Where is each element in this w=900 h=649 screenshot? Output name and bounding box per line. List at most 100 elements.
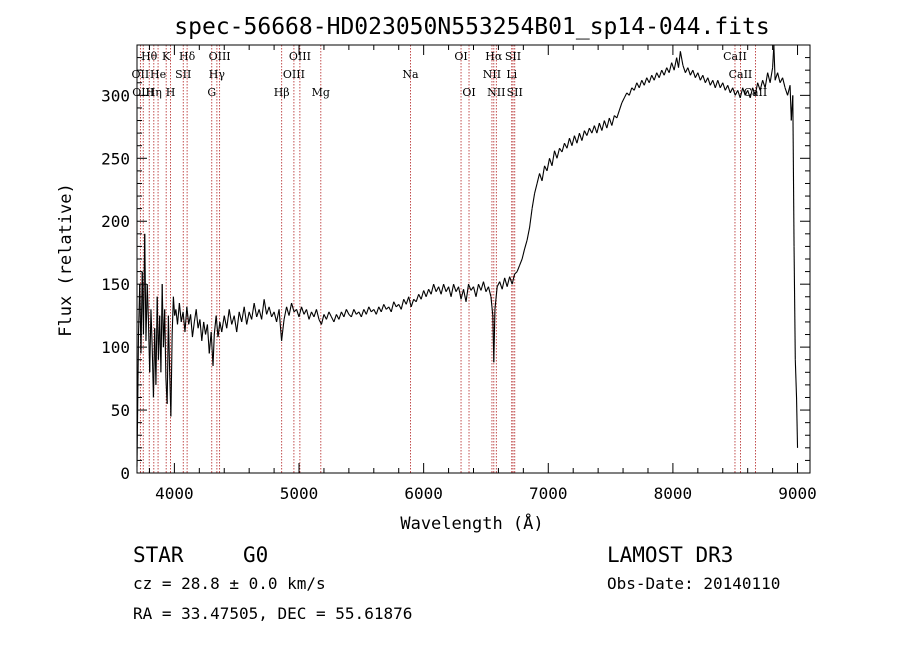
spectrum-segment-224: [636, 82, 640, 89]
spectrum-segment-186: [541, 165, 546, 182]
spectrum-segment-258: [719, 82, 724, 89]
spectrum-segment-194: [561, 143, 566, 153]
line-marker-label-13: OIII: [283, 68, 305, 81]
spectrum-segment-275: [762, 80, 766, 88]
spectrum-segment-196: [566, 138, 570, 149]
spectrum-segment-251: [702, 75, 706, 83]
spectrum-segment-32: [176, 303, 180, 325]
spectrum-segment-235: [663, 67, 668, 76]
spectrum-segment-147: [448, 286, 452, 297]
spectrum-segment-289: [792, 95, 795, 247]
spectrum-segment-76: [271, 311, 275, 318]
spectrum-segment-28: [171, 296, 174, 335]
spectrum-segment-141: [433, 284, 437, 292]
spectrum-segment-98: [325, 311, 330, 320]
spectrum-segment-60: [231, 315, 235, 325]
spectrum-segment-87: [298, 306, 303, 318]
spectrum-segment-46: [203, 321, 207, 335]
spectrum-segment-131: [408, 296, 412, 307]
spectrum-segment-55: [219, 321, 223, 333]
spectrum-segment-221: [628, 87, 633, 96]
spectrum-segment-182: [531, 193, 536, 209]
spectrum-segment-264: [734, 90, 739, 96]
spectrum-segment-142: [435, 286, 440, 292]
object-class: STAR: [133, 543, 184, 567]
spectrum-segment-174: [511, 273, 516, 285]
spectrum-segment-86: [296, 309, 300, 318]
spectrum-segment-214: [611, 115, 615, 126]
spectrum-segment-160: [480, 281, 484, 291]
spectrum-segment-230: [651, 74, 655, 81]
spectrum-segment-192: [556, 148, 561, 159]
spectrum-segment-161: [482, 281, 487, 292]
spectrum-segment-201: [578, 132, 583, 141]
spectrum-segment-223: [633, 82, 638, 91]
spectrum-segment-140: [430, 284, 435, 295]
spectrum-segment-267: [742, 87, 746, 96]
spectrum-segment-51: [212, 334, 215, 367]
spectrum-segment-243: [682, 64, 686, 73]
spectrum-segment-64: [241, 306, 245, 323]
spectrum-segment-188: [546, 158, 551, 171]
spectrum-segment-177: [519, 258, 523, 266]
spectrum-segment-261: [727, 85, 731, 94]
spectrum-segment-179: [524, 239, 528, 250]
spectrum-segment-259: [722, 82, 726, 91]
y-tick-label-4: 200: [101, 212, 130, 231]
y-tick-label-1: 50: [111, 401, 130, 420]
spectrum-segment-187: [544, 165, 548, 172]
spectrum-segment-212: [606, 117, 610, 129]
spectrum-segment-225: [638, 80, 643, 88]
spectrum-segment-219: [623, 92, 628, 99]
spectrum-segment-209: [598, 122, 603, 131]
spectrum-segment-84: [291, 302, 295, 313]
spectrum-segment-208: [596, 122, 600, 134]
x-tick-label-0: 4000: [155, 484, 194, 503]
spectrum-segment-109: [353, 309, 357, 315]
spectrum-segment-249: [697, 72, 701, 81]
spectrum-segment-129: [403, 299, 407, 305]
line-marker-label-5: K: [162, 50, 171, 63]
spectrum-segment-207: [593, 125, 598, 134]
spectrum-segment-72: [261, 299, 265, 320]
spectrum-segment-254: [709, 80, 714, 86]
spectrum-segment-170: [501, 277, 506, 290]
line-marker-label-26: CaII: [729, 68, 753, 81]
spectrum-segment-123: [388, 306, 392, 313]
spectrum-segment-88: [300, 306, 305, 315]
redshift-velocity: cz = 28.8 ± 0.0 km/s: [133, 574, 326, 593]
spectrum-segment-203: [583, 130, 588, 136]
line-marker-label-2: Hθ: [141, 50, 158, 63]
spectrum-segment-101: [333, 314, 337, 323]
spectrum-segment-149: [453, 284, 457, 292]
spectrum-segment-125: [393, 301, 397, 308]
spectrum-segment-229: [648, 75, 653, 83]
spectrum-segment-239: [673, 57, 678, 71]
x-tick-label-1: 5000: [280, 484, 319, 503]
spectrum-segment-248: [694, 72, 699, 78]
spectrum-segment-127: [398, 304, 402, 310]
line-marker-labels: OIIOIIIHθHηHeKHSIIHδGHγOIIIHβOIIIOIIIMgN…: [132, 50, 768, 99]
spectrum-segment-252: [704, 77, 709, 84]
spectrum-segment-162: [485, 286, 489, 292]
spectrum-segment-153: [462, 289, 467, 302]
spectrum-segment-121: [383, 304, 387, 310]
spectrum-segment-245: [687, 67, 691, 76]
spectrum-segment-73: [263, 299, 268, 315]
spectrum-segment-40: [191, 321, 195, 338]
spectrum-segment-96: [320, 314, 325, 325]
spectrum-segment-69: [253, 302, 258, 318]
spectrum-segment-118: [375, 306, 380, 315]
line-marker-label-12: Hβ: [274, 86, 290, 99]
spectrum-segment-283: [779, 77, 784, 84]
spectrum-segment-265: [737, 90, 741, 99]
spectrum-segment-156: [470, 286, 474, 291]
spectrum-segment-205: [588, 127, 593, 134]
x-axis-label: Wavelength (Å): [400, 512, 543, 534]
x-tick-label-2: 6000: [404, 484, 443, 503]
survey-name: LAMOST DR3: [607, 543, 733, 567]
spectrum-segment-78: [276, 309, 280, 323]
spectrum-segment-116: [370, 308, 375, 313]
line-marker-label-23: SII: [505, 50, 521, 63]
spectrum-segment-136: [420, 290, 425, 300]
